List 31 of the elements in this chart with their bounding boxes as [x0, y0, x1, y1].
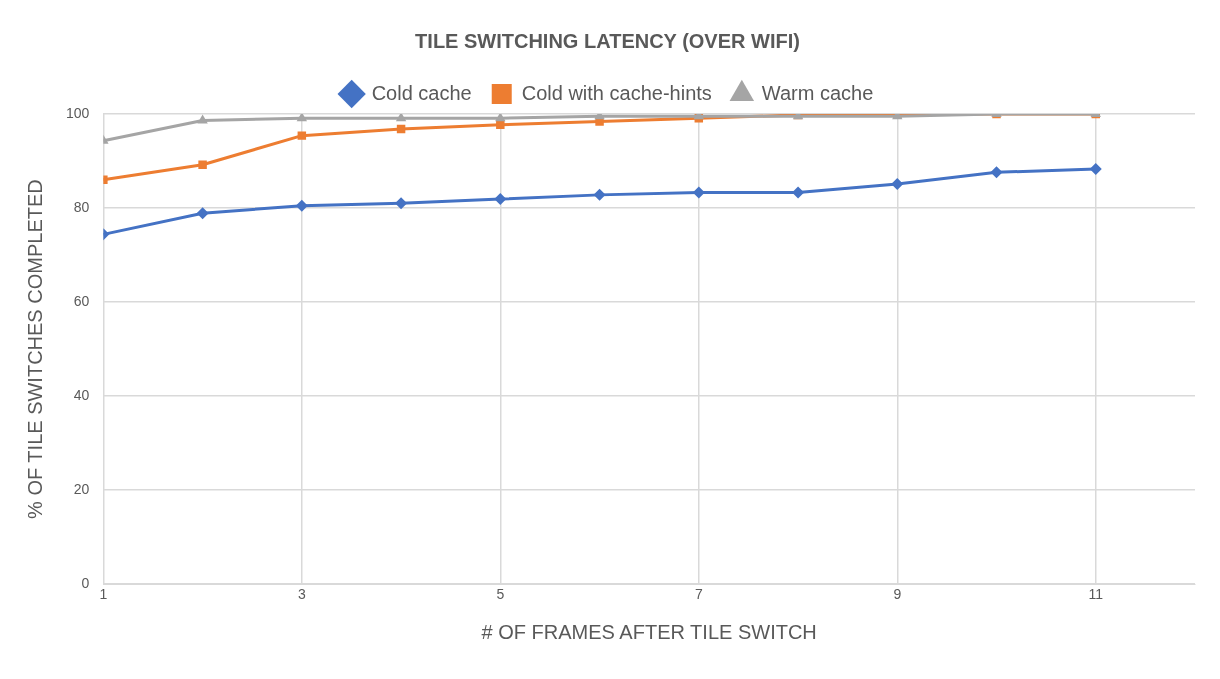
x-tick-label: 11 — [1088, 586, 1104, 603]
y-tick-label: 40 — [73, 386, 90, 403]
x-tick-label: 1 — [99, 586, 108, 603]
point — [196, 207, 209, 220]
chart-title: TILE SWITCHING LATENCY (OVER WIFI) — [415, 29, 800, 52]
point — [198, 160, 207, 170]
y-tick-label: 80 — [73, 198, 90, 215]
legend-label: Cold with cache-hints — [521, 81, 712, 104]
x-tick-label: 5 — [496, 586, 505, 603]
y-tick-label: 0 — [81, 575, 90, 592]
point — [593, 188, 606, 201]
point — [692, 186, 705, 199]
point — [295, 199, 308, 212]
point — [297, 131, 307, 140]
x-tick-label: 3 — [297, 586, 306, 603]
legend-label: Cold cache — [371, 81, 472, 104]
y-tick-label: 20 — [73, 481, 90, 498]
y-tick-label: 60 — [73, 292, 90, 309]
legend-label: Warm cache — [761, 81, 874, 104]
point — [494, 193, 507, 206]
point — [495, 114, 506, 122]
y-tick-label: 100 — [66, 104, 90, 121]
y-axis-title: % OF TILE SWITCHES COMPLETED — [23, 179, 46, 519]
point — [496, 120, 505, 130]
point — [792, 186, 805, 199]
point — [990, 166, 1003, 179]
x-tick-label: 7 — [694, 586, 703, 603]
x-tick-label: 9 — [893, 586, 902, 603]
point — [891, 178, 904, 191]
x-axis-title: # OF FRAMES AFTER TILE SWITCH — [481, 620, 817, 643]
point — [197, 114, 208, 124]
